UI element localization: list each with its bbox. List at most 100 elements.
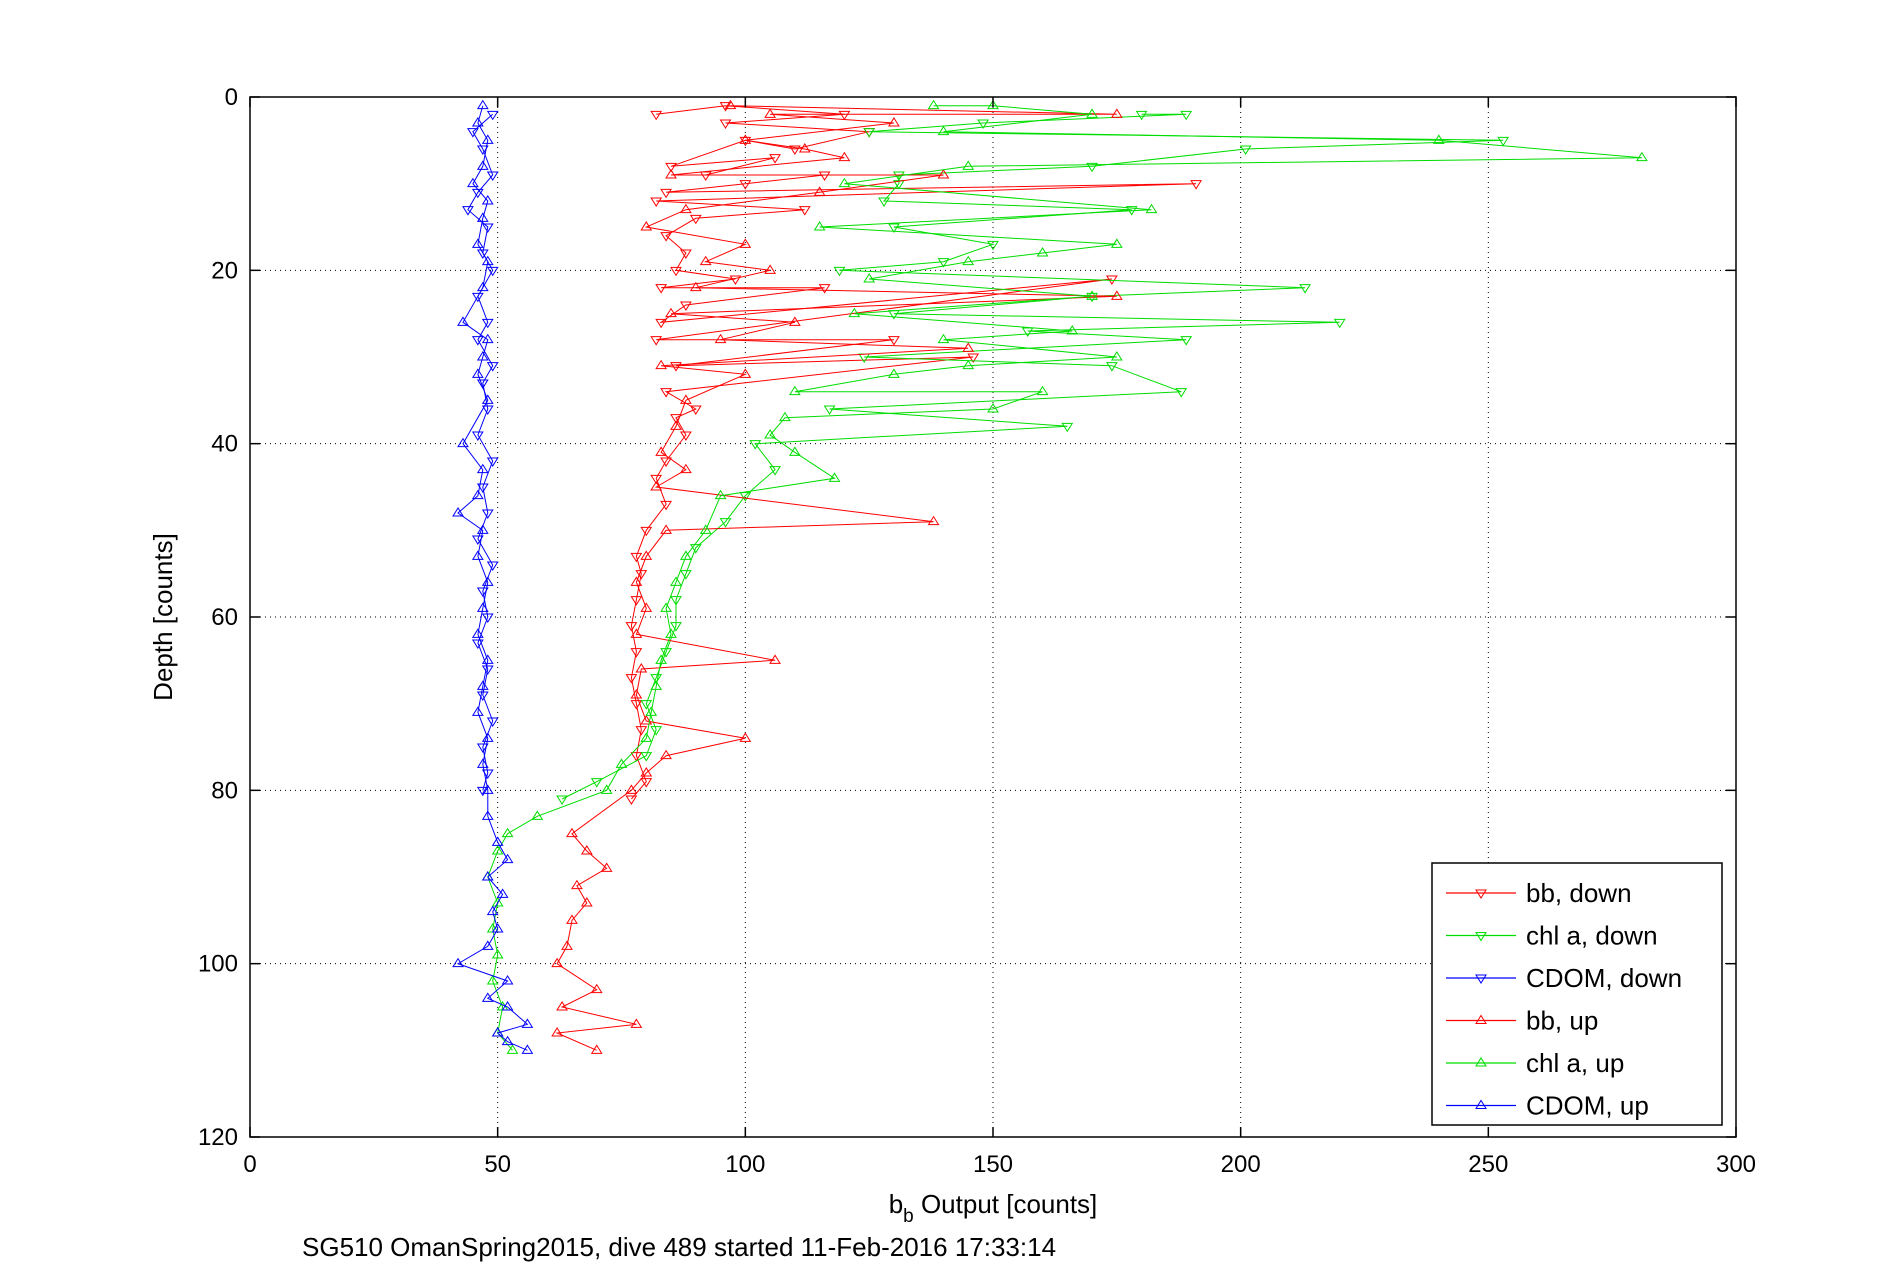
data-point: [813, 221, 826, 231]
data-point: [630, 689, 643, 699]
data-point: [566, 827, 578, 838]
data-point: [476, 680, 489, 690]
data-point: [640, 732, 653, 742]
data-point: [466, 177, 479, 188]
data-point: [1061, 422, 1074, 433]
data-point: [471, 336, 484, 346]
data-point: [1299, 284, 1311, 294]
data-point: [491, 1027, 504, 1037]
data-point: [655, 446, 668, 456]
data-point: [486, 171, 499, 181]
legend-label: bb, up: [1526, 1006, 1598, 1036]
data-point: [927, 99, 940, 110]
data-point: [580, 845, 593, 855]
data-point: [650, 110, 663, 121]
data-point: [640, 767, 653, 777]
data-point: [640, 526, 653, 537]
data-point: [481, 134, 494, 144]
data-point: [665, 169, 677, 179]
y-tick-label: 120: [198, 1124, 238, 1151]
data-point: [670, 596, 682, 606]
data-point: [848, 307, 861, 318]
data-point: [739, 180, 752, 190]
data-point: [670, 266, 682, 277]
data-point: [962, 255, 975, 266]
data-point: [769, 154, 781, 164]
data-point: [521, 1044, 534, 1054]
data-point: [655, 359, 668, 370]
data-point: [1175, 388, 1188, 398]
data-point: [1145, 203, 1158, 214]
legend-swatch-marker: [1475, 974, 1487, 984]
data-point: [699, 524, 712, 534]
data-point: [679, 463, 692, 474]
data-point: [937, 125, 950, 136]
legend-swatch-marker: [1475, 1014, 1487, 1024]
data-point: [471, 489, 484, 500]
data-point: [788, 385, 801, 396]
data-point: [724, 99, 737, 110]
data-point: [779, 411, 791, 422]
data-point: [665, 628, 677, 638]
data-point: [769, 466, 781, 476]
data-point: [1086, 290, 1098, 300]
data-point: [630, 752, 643, 762]
x-tick-label: 300: [1716, 1151, 1756, 1178]
data-point: [486, 266, 499, 277]
data-point: [660, 188, 672, 199]
data-point: [798, 143, 811, 153]
legend-swatch-marker: [1475, 932, 1487, 942]
series-layer: [452, 99, 1648, 1054]
data-point: [1105, 362, 1118, 372]
x-axis-label-rest: Output [counts]: [914, 1189, 1098, 1219]
data-point: [927, 515, 940, 526]
data-point: [937, 258, 950, 268]
data-point: [660, 602, 672, 612]
data-point: [650, 474, 663, 485]
data-point: [670, 576, 682, 586]
legend-swatch-marker: [1475, 1099, 1487, 1109]
data-point: [501, 827, 514, 838]
data-point: [719, 102, 732, 112]
data-point: [655, 284, 668, 294]
data-point: [679, 570, 692, 580]
data-point: [481, 333, 494, 344]
data-point: [471, 292, 484, 303]
data-point: [714, 333, 727, 344]
data-point: [615, 758, 628, 768]
data-point: [719, 518, 732, 528]
data-point: [486, 561, 499, 571]
data-point: [571, 879, 583, 890]
data-point: [471, 117, 484, 127]
data-point: [679, 394, 692, 404]
data-point: [1180, 336, 1193, 346]
data-point: [729, 275, 742, 285]
data-point: [838, 110, 851, 121]
data-point: [471, 368, 484, 378]
data-point: [788, 316, 801, 326]
data-point: [486, 362, 499, 372]
data-point: [486, 975, 499, 985]
data-point: [476, 602, 489, 612]
data-point: [739, 134, 752, 144]
data-point: [476, 743, 489, 753]
data-point: [491, 836, 504, 846]
data-point: [1066, 325, 1079, 335]
data-point: [481, 769, 494, 779]
data-point: [1135, 110, 1148, 121]
data-point: [590, 1044, 603, 1054]
data-point: [476, 379, 489, 389]
data-point: [679, 249, 692, 259]
data-point: [1239, 145, 1252, 155]
data-point: [476, 463, 489, 474]
data-point: [471, 706, 484, 716]
series-1: [556, 110, 1510, 805]
data-point: [452, 507, 464, 517]
data-point: [481, 654, 494, 664]
series-3: [551, 99, 1123, 1054]
data-point: [714, 489, 727, 500]
data-point: [888, 223, 900, 233]
data-point: [813, 186, 826, 196]
data-point: [645, 706, 658, 716]
series-line: [630, 105, 1197, 800]
